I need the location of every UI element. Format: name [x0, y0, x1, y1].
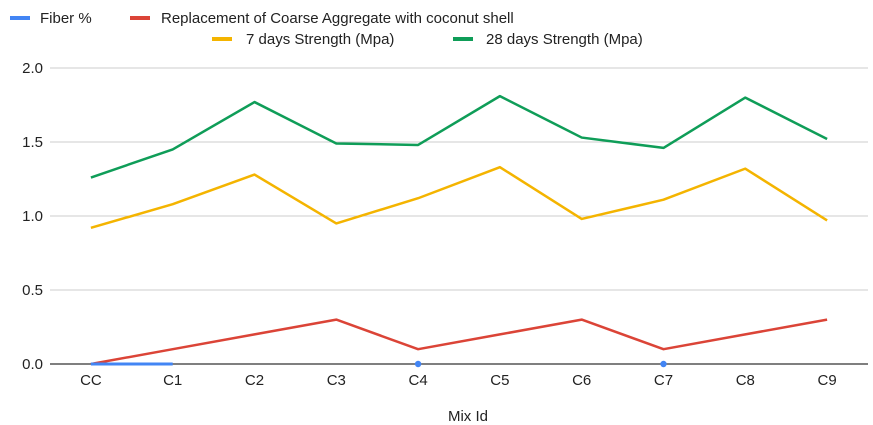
x-tick-label: C4	[409, 372, 428, 389]
legend-label-fiber: Fiber %	[40, 10, 92, 27]
legend: Fiber % Replacement of Coarse Aggregate …	[10, 10, 643, 48]
x-tick-label: C6	[572, 372, 591, 389]
y-tick-label: 2.0	[22, 60, 43, 77]
y-tick-label: 1.5	[22, 134, 43, 151]
series-point-fiber	[414, 360, 422, 368]
series-layer	[90, 94, 828, 368]
y-tick-label: 0.0	[22, 356, 43, 373]
series-line-replacement-of-coarse-aggregate-with-coconut-shell	[90, 318, 828, 366]
legend-item-replacement[interactable]: Replacement of Coarse Aggregate with coc…	[130, 10, 514, 27]
series-line-7-days-strength-mpa	[90, 165, 828, 230]
legend-item-7-days[interactable]: 7 days Strength (Mpa)	[212, 31, 394, 48]
x-tick-label: CC	[80, 372, 102, 389]
x-tick-label: C1	[163, 372, 182, 389]
legend-label-28-days: 28 days Strength (Mpa)	[486, 31, 643, 48]
x-tick-label: C2	[245, 372, 264, 389]
series-point-fiber	[660, 360, 667, 368]
y-axis-ticks: 0.0 0.5 1.0 1.5 2.0	[22, 60, 43, 373]
x-axis-ticks: CC C1 C2 C3 C4 C5 C6 C7 C8 C9	[80, 372, 837, 389]
x-axis-title: Mix Id	[448, 408, 488, 425]
x-tick-label: C3	[327, 372, 346, 389]
gridlines	[50, 67, 868, 365]
y-tick-label: 0.5	[22, 282, 43, 299]
x-tick-label: C7	[654, 372, 673, 389]
legend-item-28-days[interactable]: 28 days Strength (Mpa)	[453, 31, 643, 48]
x-tick-label: C8	[736, 372, 755, 389]
series-line-28-days-strength-mpa	[90, 94, 828, 179]
y-tick-label: 1.0	[22, 208, 43, 225]
x-tick-label: C5	[490, 372, 509, 389]
legend-label-replacement: Replacement of Coarse Aggregate with coc…	[161, 10, 514, 27]
x-tick-label: C9	[818, 372, 837, 389]
legend-item-fiber[interactable]: Fiber %	[10, 10, 92, 27]
legend-label-7-days: 7 days Strength (Mpa)	[246, 31, 394, 48]
